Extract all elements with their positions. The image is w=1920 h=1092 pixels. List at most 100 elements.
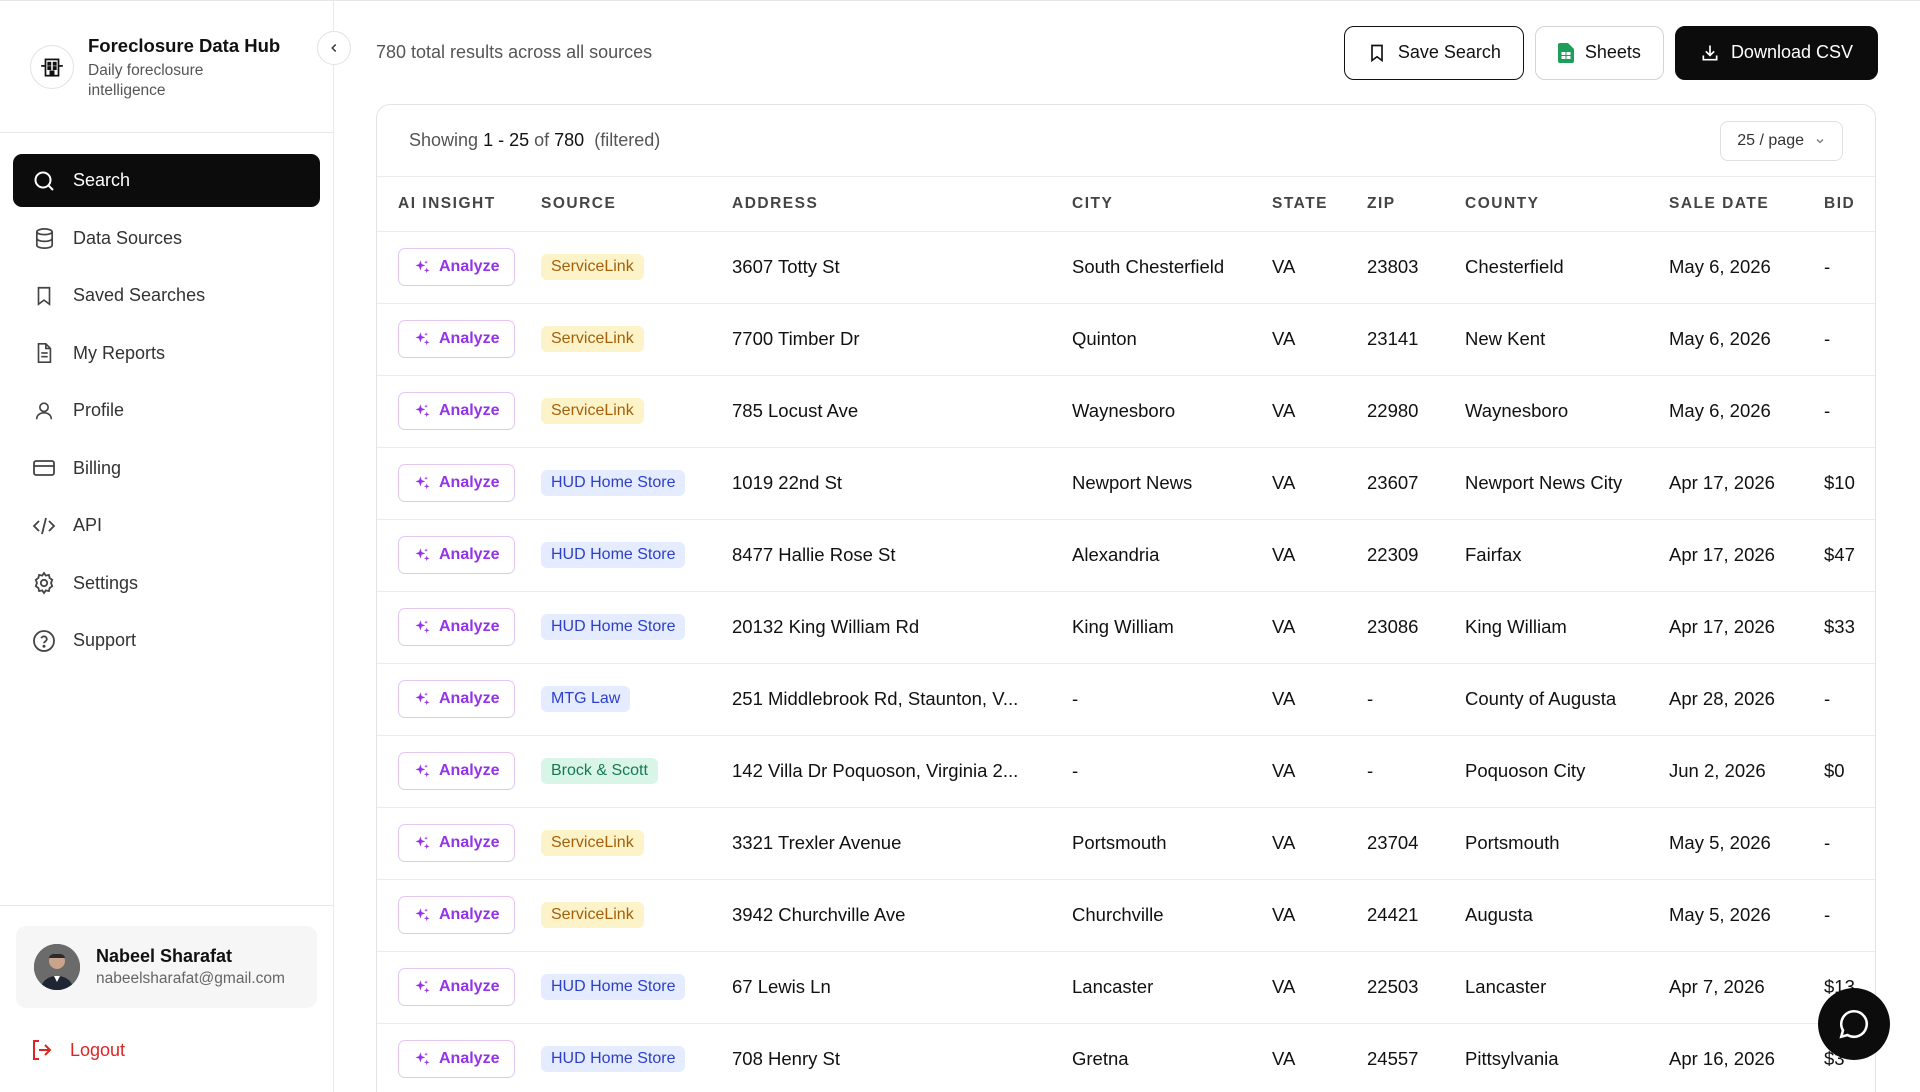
sheets-label: Sheets	[1584, 42, 1641, 62]
sidebar-item-support[interactable]: Support	[13, 614, 320, 667]
chat-button[interactable]	[1818, 988, 1890, 1060]
cell-state: VA	[1272, 663, 1367, 736]
sidebar-item-label: Support	[73, 630, 137, 650]
column-header-city[interactable]: CITY	[1072, 177, 1272, 232]
column-header-ai-insight[interactable]: AI INSIGHT	[377, 177, 541, 232]
table-row[interactable]: Analyze ServiceLink 785 Locust Ave Wayne…	[377, 375, 1875, 448]
analyze-button[interactable]: Analyze	[398, 824, 516, 862]
sidebar-item-billing[interactable]: Billing	[13, 442, 320, 495]
source-badge: HUD Home Store	[541, 470, 686, 496]
brand-header: Foreclosure Data Hub Daily foreclosure i…	[0, 1, 351, 133]
sidebar-item-my-reports[interactable]: My Reports	[13, 327, 320, 380]
logout-button[interactable]: Logout	[16, 1038, 317, 1062]
gear-icon	[31, 570, 57, 596]
cell-address: 3321 Trexler Avenue	[732, 807, 1072, 880]
analyze-label: Analyze	[439, 1050, 500, 1067]
cell-county: Newport News City	[1465, 447, 1669, 520]
table-header-row: AI INSIGHT SOURCE ADDRESS CITY STATE ZIP…	[377, 177, 1875, 232]
cell-zip: 23704	[1367, 807, 1465, 880]
cell-zip: -	[1367, 735, 1465, 808]
analyze-button[interactable]: Analyze	[398, 464, 516, 502]
building-logo-icon	[30, 45, 74, 89]
cell-sale-date: May 6, 2026	[1669, 231, 1824, 304]
cell-state: VA	[1272, 735, 1367, 808]
download-csv-label: Download CSV	[1730, 42, 1853, 62]
table-row[interactable]: Analyze HUD Home Store 67 Lewis Ln Lanca…	[377, 951, 1875, 1024]
column-header-state[interactable]: STATE	[1272, 177, 1367, 232]
column-header-address[interactable]: ADDRESS	[732, 177, 1072, 232]
analyze-button[interactable]: Analyze	[398, 536, 516, 574]
cell-sale-date: May 6, 2026	[1669, 303, 1824, 376]
sparkles-icon	[414, 763, 431, 780]
source-badge: HUD Home Store	[541, 542, 686, 568]
cell-sale-date: Apr 17, 2026	[1669, 591, 1824, 664]
table-row[interactable]: Analyze HUD Home Store 20132 King Willia…	[377, 591, 1875, 664]
column-header-sale-date[interactable]: SALE DATE	[1669, 177, 1824, 232]
results-table: AI INSIGHT SOURCE ADDRESS CITY STATE ZIP…	[377, 177, 1875, 1092]
sparkles-icon	[414, 907, 431, 924]
pagination-range: 1 - 25	[483, 130, 530, 150]
analyze-button[interactable]: Analyze	[398, 896, 516, 934]
cell-address: 785 Locust Ave	[732, 375, 1072, 448]
sidebar-item-settings[interactable]: Settings	[13, 557, 320, 610]
cell-source: ServiceLink	[541, 375, 732, 448]
table-row[interactable]: Analyze HUD Home Store 8477 Hallie Rose …	[377, 519, 1875, 592]
analyze-button[interactable]: Analyze	[398, 392, 516, 430]
table-row[interactable]: Analyze ServiceLink 3321 Trexler Avenue …	[377, 807, 1875, 880]
sparkles-icon	[414, 979, 431, 996]
analyze-button[interactable]: Analyze	[398, 320, 516, 358]
save-search-label: Save Search	[1397, 42, 1501, 62]
cell-bid: -	[1824, 807, 1875, 880]
table-row[interactable]: Analyze ServiceLink 3942 Churchville Ave…	[377, 879, 1875, 952]
sparkles-icon	[414, 835, 431, 852]
sidebar-item-data-sources[interactable]: Data Sources	[13, 212, 320, 265]
analyze-button[interactable]: Analyze	[398, 680, 516, 718]
cell-bid: -	[1824, 879, 1875, 952]
sidebar-item-profile[interactable]: Profile	[13, 384, 320, 437]
analyze-button[interactable]: Analyze	[398, 1040, 516, 1078]
table-row[interactable]: Analyze ServiceLink 7700 Timber Dr Quint…	[377, 303, 1875, 376]
cell-bid: -	[1824, 231, 1875, 304]
table-row[interactable]: Analyze ServiceLink 3607 Totty St South …	[377, 231, 1875, 304]
collapse-sidebar-button[interactable]	[317, 31, 351, 65]
table-row[interactable]: Analyze Brock & Scott 142 Villa Dr Poquo…	[377, 735, 1875, 808]
per-page-select[interactable]: 25 / page	[1720, 120, 1843, 161]
download-csv-button[interactable]: Download CSV	[1674, 25, 1878, 80]
analyze-button[interactable]: Analyze	[398, 248, 516, 286]
column-header-source[interactable]: SOURCE	[541, 177, 732, 232]
column-header-bid[interactable]: BID	[1824, 177, 1875, 232]
analyze-label: Analyze	[439, 474, 500, 491]
table-row[interactable]: Analyze HUD Home Store 708 Henry St Gret…	[377, 1023, 1875, 1092]
source-badge: ServiceLink	[541, 254, 644, 280]
cell-county: Waynesboro	[1465, 375, 1669, 448]
cell-address: 1019 22nd St	[732, 447, 1072, 520]
column-header-county[interactable]: COUNTY	[1465, 177, 1669, 232]
sidebar-item-search[interactable]: Search	[13, 154, 320, 207]
cell-ai-insight: Analyze	[377, 519, 541, 592]
document-icon	[31, 340, 57, 366]
analyze-button[interactable]: Analyze	[398, 752, 516, 790]
sidebar-nav: Search Data Sources Saved Searches My Re…	[0, 133, 333, 672]
cell-county: Pittsylvania	[1465, 1023, 1669, 1092]
sidebar: Foreclosure Data Hub Daily foreclosure i…	[0, 1, 351, 1092]
cell-sale-date: Apr 7, 2026	[1669, 951, 1824, 1024]
column-header-zip[interactable]: ZIP	[1367, 177, 1465, 232]
table-row[interactable]: Analyze HUD Home Store 1019 22nd St Newp…	[377, 447, 1875, 520]
sidebar-item-label: Search	[73, 170, 131, 190]
save-search-button[interactable]: Save Search	[1343, 25, 1524, 80]
cell-source: HUD Home Store	[541, 951, 732, 1024]
user-card[interactable]: Nabeel Sharafat nabeelsharafat@gmail.com	[16, 926, 317, 1008]
sidebar-item-saved-searches[interactable]: Saved Searches	[13, 269, 320, 322]
table-row[interactable]: Analyze MTG Law 251 Middlebrook Rd, Stau…	[377, 663, 1875, 736]
sidebar-item-api[interactable]: API	[13, 499, 320, 552]
user-icon	[31, 398, 57, 424]
analyze-button[interactable]: Analyze	[398, 968, 516, 1006]
cell-county: Chesterfield	[1465, 231, 1669, 304]
sheets-button[interactable]: Sheets	[1534, 25, 1664, 80]
cell-bid: $10	[1824, 447, 1875, 520]
chat-bubble-icon	[1839, 1009, 1868, 1039]
toolbar-actions: Save Search Sheets Download CSV	[1343, 25, 1878, 80]
analyze-button[interactable]: Analyze	[398, 608, 516, 646]
results-toolbar: 780 total results across all sources Sav…	[376, 1, 1878, 104]
database-icon	[31, 225, 57, 251]
